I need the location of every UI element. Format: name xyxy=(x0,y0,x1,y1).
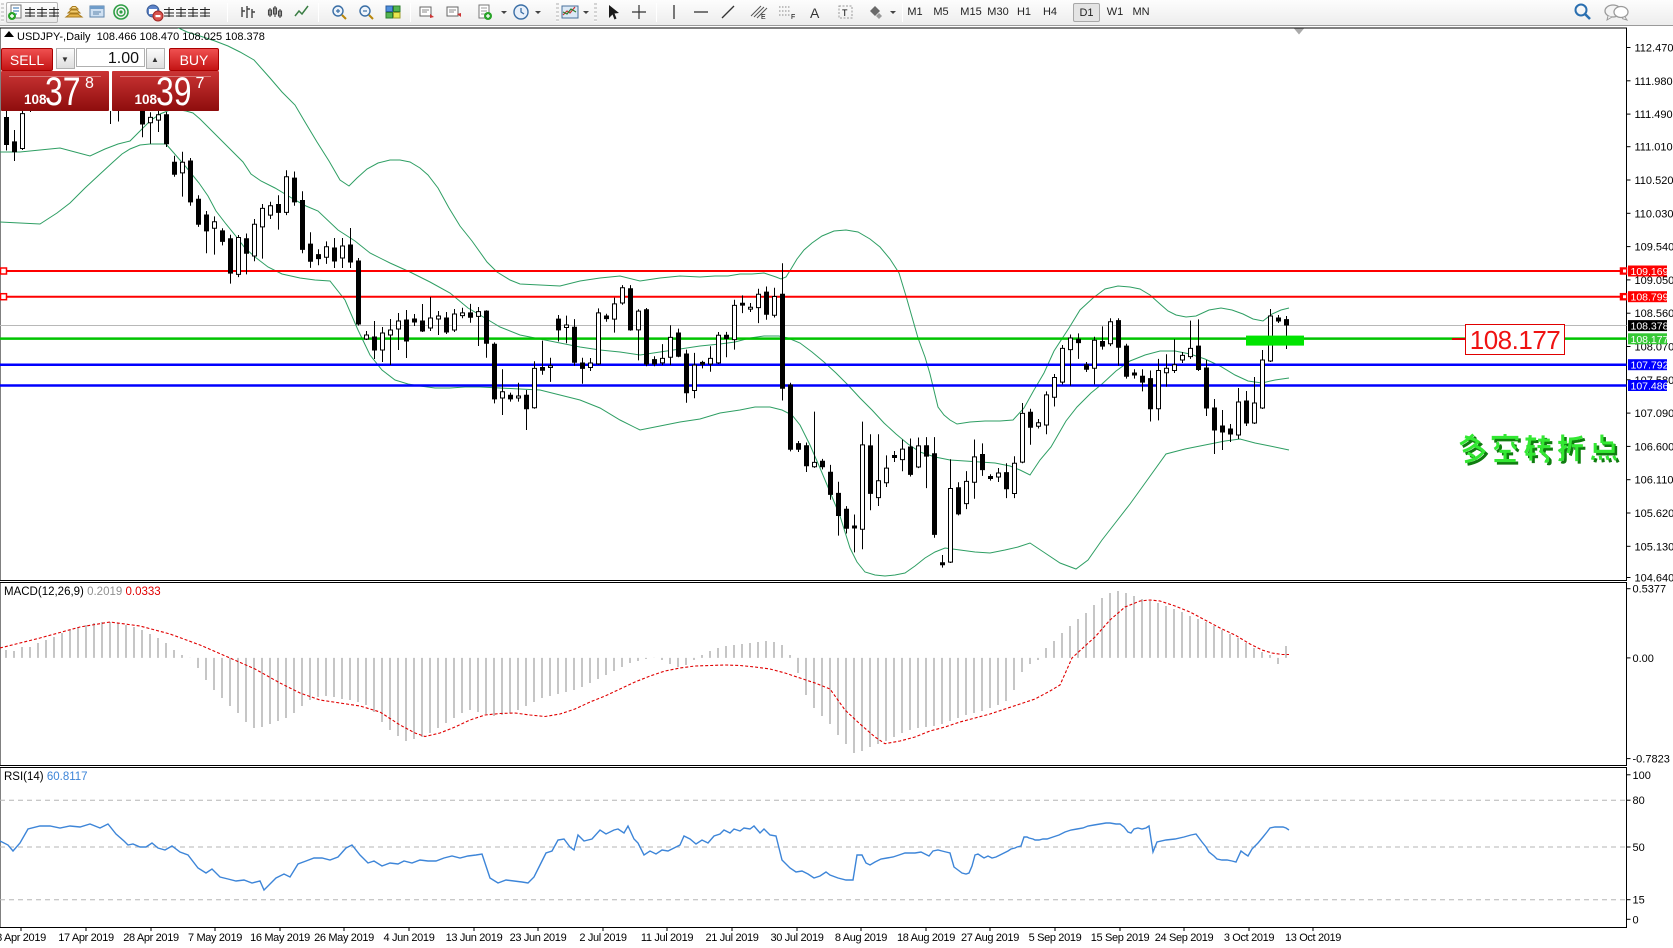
svg-text:30 Jul 2019: 30 Jul 2019 xyxy=(770,932,823,944)
svg-text:110.030: 110.030 xyxy=(1635,208,1673,220)
svg-text:-0.7823: -0.7823 xyxy=(1633,754,1670,766)
svg-text:107.486: 107.486 xyxy=(1631,381,1669,393)
svg-text:8 Apr 2019: 8 Apr 2019 xyxy=(0,932,46,944)
svg-text:13 Oct 2019: 13 Oct 2019 xyxy=(1285,932,1341,944)
svg-text:28 Apr 2019: 28 Apr 2019 xyxy=(123,932,179,944)
svg-text:4 Jun 2019: 4 Jun 2019 xyxy=(384,932,435,944)
svg-text:0.5377: 0.5377 xyxy=(1633,584,1667,596)
svg-text:80: 80 xyxy=(1633,795,1645,807)
svg-text:27 Aug 2019: 27 Aug 2019 xyxy=(961,932,1019,944)
svg-text:7 May 2019: 7 May 2019 xyxy=(188,932,242,944)
svg-text:111.980: 111.980 xyxy=(1635,76,1673,88)
svg-text:13 Jun 2019: 13 Jun 2019 xyxy=(446,932,503,944)
svg-text:108.799: 108.799 xyxy=(1631,292,1669,304)
svg-text:2 Jul 2019: 2 Jul 2019 xyxy=(579,932,626,944)
svg-text:104.640: 104.640 xyxy=(1635,573,1673,585)
svg-text:21 Jul 2019: 21 Jul 2019 xyxy=(705,932,758,944)
svg-text:15 Sep 2019: 15 Sep 2019 xyxy=(1091,932,1150,944)
svg-text:108.560: 108.560 xyxy=(1635,308,1673,320)
svg-text:107.090: 107.090 xyxy=(1635,408,1673,420)
svg-text:107.792: 107.792 xyxy=(1631,360,1669,372)
svg-text:E: E xyxy=(761,14,766,21)
svg-text:USDJPY-,Daily 108.466 108.470: USDJPY-,Daily 108.466 108.470 108.025 10… xyxy=(17,31,265,43)
svg-text:F: F xyxy=(791,14,795,21)
svg-text:109.050: 109.050 xyxy=(1635,275,1673,287)
svg-text:111.490: 111.490 xyxy=(1635,109,1673,121)
svg-text:106.110: 106.110 xyxy=(1635,475,1673,487)
svg-text:105.620: 105.620 xyxy=(1635,508,1673,520)
svg-text:11 Jul 2019: 11 Jul 2019 xyxy=(641,932,693,944)
svg-text:24 Sep 2019: 24 Sep 2019 xyxy=(1155,932,1214,944)
svg-text:0.00: 0.00 xyxy=(1633,653,1654,665)
svg-text:112.470: 112.470 xyxy=(1635,43,1673,55)
svg-text:111.010: 111.010 xyxy=(1635,142,1673,154)
svg-text:26 May 2019: 26 May 2019 xyxy=(314,932,374,944)
svg-text:8 Aug 2019: 8 Aug 2019 xyxy=(835,932,887,944)
svg-text:109.540: 109.540 xyxy=(1635,242,1673,254)
svg-text:50: 50 xyxy=(1633,842,1645,854)
svg-text:106.600: 106.600 xyxy=(1635,441,1673,453)
svg-text:RSI(14) 60.8117: RSI(14) 60.8117 xyxy=(4,771,88,783)
svg-text:23 Jun 2019: 23 Jun 2019 xyxy=(510,932,567,944)
svg-text:108.378: 108.378 xyxy=(1631,321,1669,333)
svg-text:108.177: 108.177 xyxy=(1631,334,1669,346)
svg-text:18 Aug 2019: 18 Aug 2019 xyxy=(897,932,955,944)
svg-text:5 Sep 2019: 5 Sep 2019 xyxy=(1029,932,1082,944)
svg-text:17 Apr 2019: 17 Apr 2019 xyxy=(58,932,114,944)
svg-text:MACD(12,26,9) 0.2019 0.0333: MACD(12,26,9) 0.2019 0.0333 xyxy=(4,586,161,598)
svg-text:16 May 2019: 16 May 2019 xyxy=(250,932,310,944)
svg-text:110.520: 110.520 xyxy=(1635,175,1673,187)
svg-text:109.169: 109.169 xyxy=(1631,266,1669,278)
svg-text:100: 100 xyxy=(1633,770,1651,782)
svg-text:105.130: 105.130 xyxy=(1635,541,1673,553)
svg-text:T: T xyxy=(842,8,848,18)
svg-text:108.070: 108.070 xyxy=(1635,342,1673,354)
svg-text:15: 15 xyxy=(1633,895,1645,907)
svg-text:3 Oct 2019: 3 Oct 2019 xyxy=(1224,932,1275,944)
svg-text:0: 0 xyxy=(1633,914,1639,926)
